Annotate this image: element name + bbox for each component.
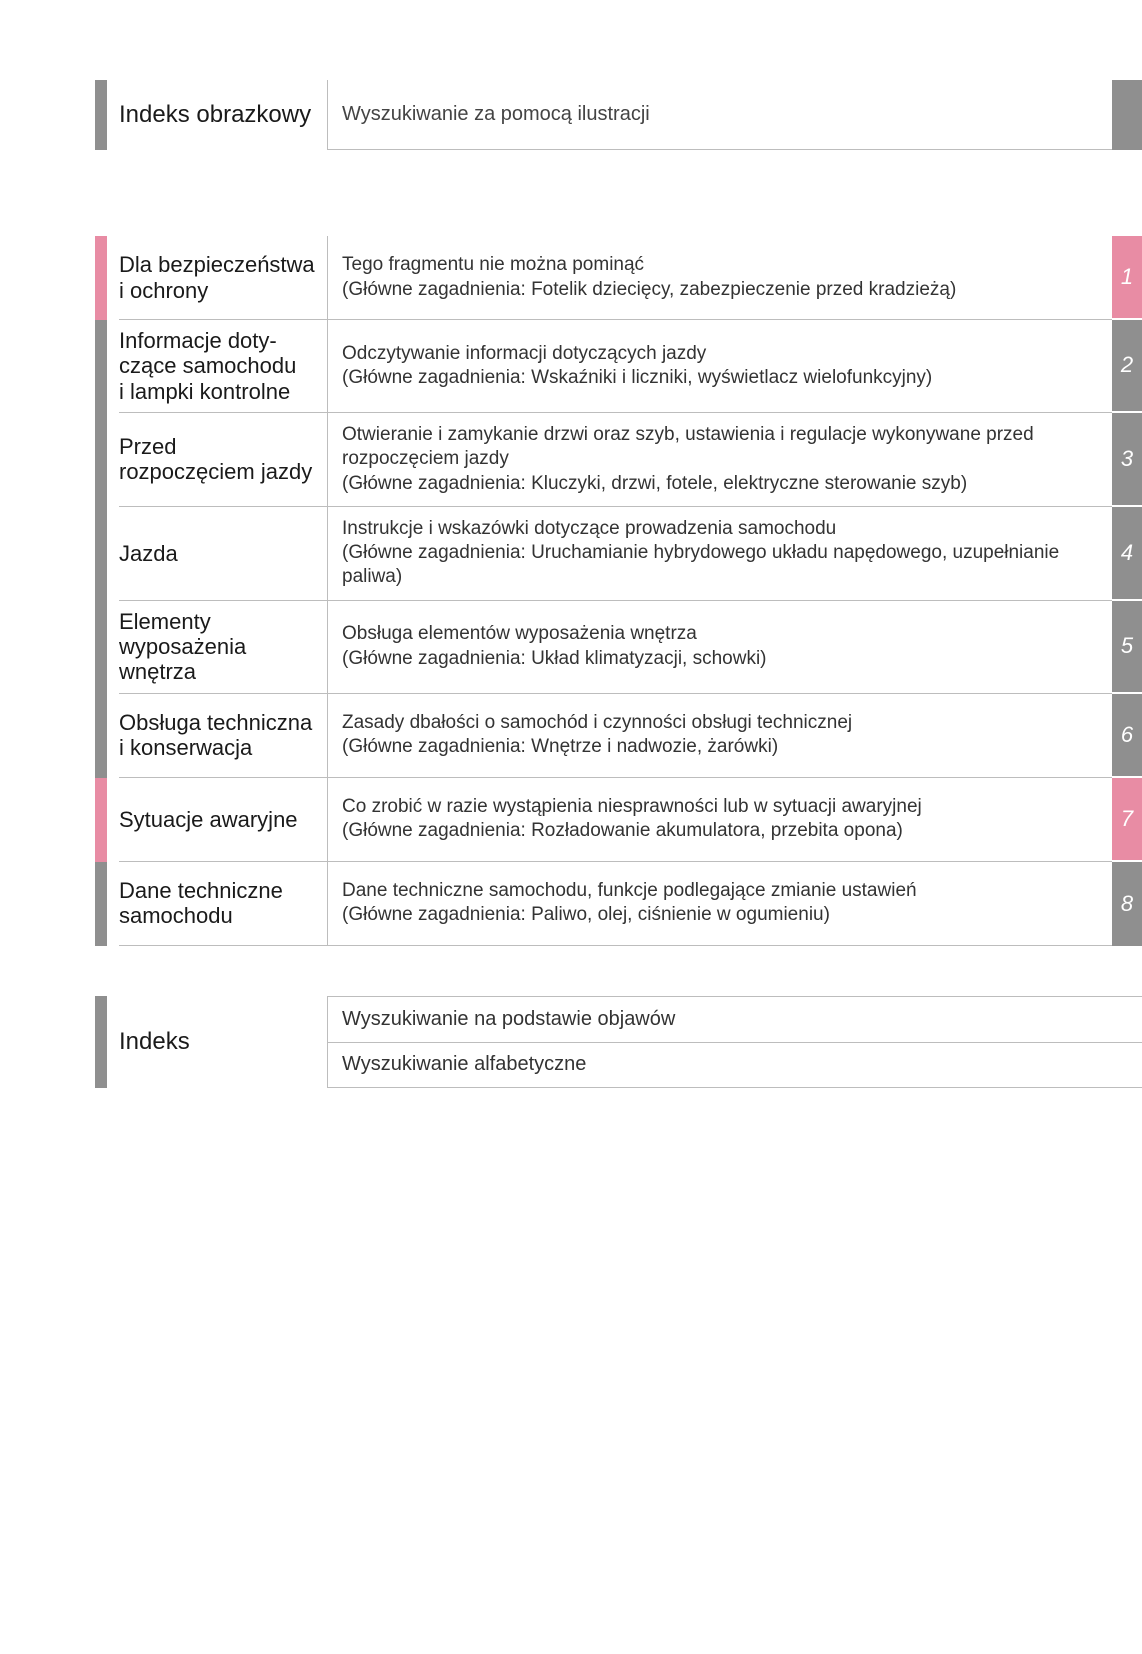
chapter-row[interactable]: Sytuacje awaryjneCo zrobić w razie wystą… — [95, 778, 1142, 862]
chapter-number-tab[interactable]: 1 — [1112, 236, 1142, 320]
chapter-accent-bar — [95, 601, 107, 694]
chapter-number-tab[interactable]: 6 — [1112, 694, 1142, 778]
header-title: Indeks obrazkowy — [119, 80, 328, 150]
index-section: Indeks Wyszukiwanie na podstawie objawów… — [95, 996, 1142, 1088]
chapter-title: Dane techniczne samochodu — [119, 862, 328, 946]
chapter-accent-bar — [95, 236, 107, 320]
header-accent-bar — [95, 80, 107, 150]
index-line-text: Wyszukiwanie alfabetyczne — [328, 1053, 1112, 1076]
header-desc: Wyszukiwanie za pomocą ilustracji — [328, 80, 1112, 150]
index-row: Indeks Wyszukiwanie na podstawie objawów… — [95, 996, 1142, 1088]
chapter-row[interactable]: Elementy wyposażenia wnętrzaObsługa elem… — [95, 601, 1142, 694]
chapter-row[interactable]: JazdaInstrukcje i wskazówki dotyczące pr… — [95, 507, 1142, 601]
chapter-accent-bar — [95, 862, 107, 946]
index-lines: Wyszukiwanie na podstawie objawów Wyszuki… — [328, 996, 1142, 1088]
chapter-number-tab[interactable]: 7 — [1112, 778, 1142, 862]
index-line[interactable]: Wyszukiwanie alfabetyczne — [328, 1043, 1142, 1089]
chapter-desc: Co zrobić w razie wystąpienia niesprawno… — [328, 778, 1112, 862]
index-title: Indeks — [119, 996, 328, 1088]
chapter-desc: Dane techniczne samochodu, funkcje podle… — [328, 862, 1112, 946]
chapter-desc: Zasady dbałości o samochód i czynności o… — [328, 694, 1112, 778]
chapter-accent-bar — [95, 413, 107, 507]
chapter-title: Jazda — [119, 507, 328, 601]
header-side-tab — [1112, 80, 1142, 150]
chapter-title: Obsługa techniczna i konserwacja — [119, 694, 328, 778]
chapter-row[interactable]: Dane techniczne samochoduDane techniczne… — [95, 862, 1142, 946]
chapter-accent-bar — [95, 320, 107, 413]
chapter-desc: Obsługa elementów wyposażenia wnętrza (G… — [328, 601, 1112, 694]
chapter-row[interactable]: Informacje doty­czące samochodu i lampki… — [95, 320, 1142, 413]
chapter-accent-bar — [95, 778, 107, 862]
pictorial-index-header: Indeks obrazkowy Wyszukiwanie za pomocą … — [95, 80, 1142, 150]
chapter-title: Sytuacje awaryjne — [119, 778, 328, 862]
page: Indeks obrazkowy Wyszukiwanie za pomocą … — [0, 0, 1142, 1654]
chapter-desc: Tego fragmentu nie można pominąć (Główne… — [328, 236, 1112, 320]
chapter-accent-bar — [95, 507, 107, 601]
chapter-title: Informacje doty­czące samochodu i lampki… — [119, 320, 328, 413]
chapter-number-tab[interactable]: 2 — [1112, 320, 1142, 413]
chapter-desc: Otwieranie i zamykanie drzwi oraz szyb, … — [328, 413, 1112, 507]
chapter-title: Elementy wyposażenia wnętrza — [119, 601, 328, 694]
chapter-table: Dla bezpieczeństwa i ochronyTego fragmen… — [95, 236, 1142, 946]
chapter-number-tab[interactable]: 4 — [1112, 507, 1142, 601]
index-accent-bar — [95, 996, 107, 1088]
index-line[interactable]: Wyszukiwanie na podstawie objawów — [328, 996, 1142, 1043]
chapter-title: Przed rozpoczęciem jazdy — [119, 413, 328, 507]
chapter-number-tab[interactable]: 8 — [1112, 862, 1142, 946]
chapter-number-tab[interactable]: 5 — [1112, 601, 1142, 694]
index-line-text: Wyszukiwanie na podstawie objawów — [328, 1008, 1112, 1031]
chapter-row[interactable]: Dla bezpieczeństwa i ochronyTego fragmen… — [95, 236, 1142, 320]
chapter-row[interactable]: Obsługa techniczna i konserwacjaZasady d… — [95, 694, 1142, 778]
chapter-desc: Instrukcje i wskazówki dotyczące prowadz… — [328, 507, 1112, 601]
chapter-number-tab[interactable]: 3 — [1112, 413, 1142, 507]
chapter-row[interactable]: Przed rozpoczęciem jazdyOtwieranie i zam… — [95, 413, 1142, 507]
chapter-title: Dla bezpieczeństwa i ochrony — [119, 236, 328, 320]
chapter-accent-bar — [95, 694, 107, 778]
index-side-tab — [1112, 1018, 1142, 1020]
chapter-desc: Odczytywanie informacji dotyczących jazd… — [328, 320, 1112, 413]
